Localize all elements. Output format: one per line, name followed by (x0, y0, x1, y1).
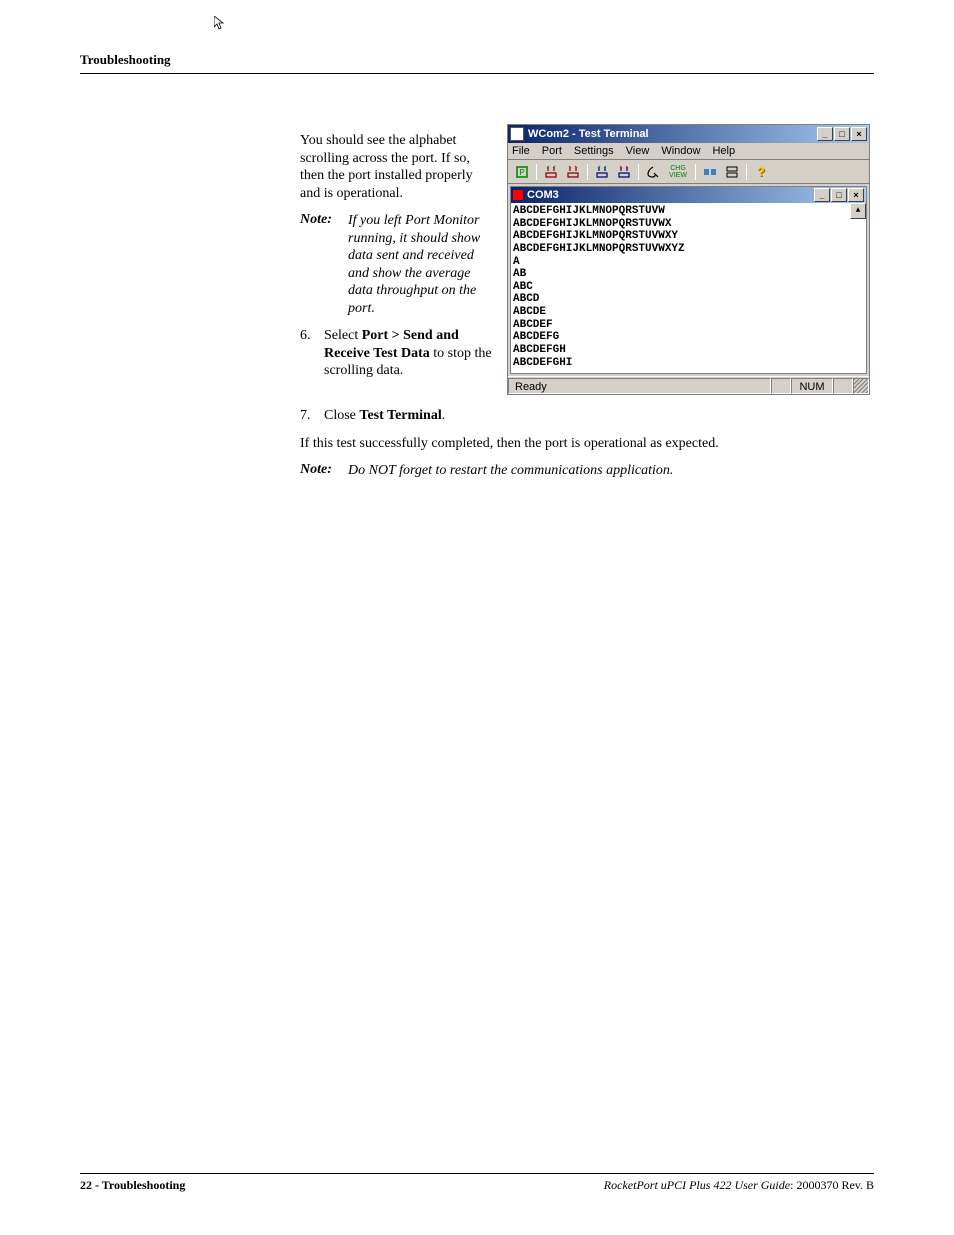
note-text: If you left Port Monitor running, it sho… (348, 212, 495, 317)
menu-help[interactable]: Help (712, 145, 735, 157)
menu-file[interactable]: File (512, 145, 530, 157)
term-line-11: ABCDEFGH (513, 344, 864, 357)
header-section: Troubleshooting (80, 52, 171, 67)
inner-com-window: COM3 _ □ × ▲ ABCDEFGHIJKLMNOPQRSTUVW ABC… (510, 186, 867, 374)
inner-title-text: COM3 (527, 189, 814, 201)
toolbar-sep-2 (587, 164, 588, 180)
footer-left: 22 - Troubleshooting (80, 1178, 185, 1193)
menu-view[interactable]: View (626, 145, 650, 157)
menubar: File Port Settings View Window Help (508, 143, 869, 160)
toolbar-btn-8[interactable] (700, 163, 720, 181)
term-line-0: ABCDEFGHIJKLMNOPQRSTUVW (513, 205, 864, 218)
intro-paragraph: You should see the alphabet scrolling ac… (300, 132, 495, 202)
success-paragraph: If this test successfully completed, the… (300, 435, 874, 453)
scroll-up-button[interactable]: ▲ (850, 203, 866, 219)
toolbar-sep-4 (695, 164, 696, 180)
note-block-2: Note: Do NOT forget to restart the commu… (300, 462, 874, 480)
menu-window[interactable]: Window (661, 145, 700, 157)
note-block-1: Note: If you left Port Monitor running, … (300, 212, 495, 317)
status-num: NUM (791, 378, 833, 394)
inner-minimize-button[interactable]: _ (814, 188, 830, 202)
text-column: You should see the alphabet scrolling ac… (300, 124, 495, 390)
step7-bold: Test Terminal (359, 408, 441, 423)
menu-settings[interactable]: Settings (574, 145, 614, 157)
inner-titlebar: COM3 _ □ × (511, 187, 866, 203)
step-7-body: Close Test Terminal. (324, 407, 445, 425)
toolbar-btn-6[interactable] (643, 163, 663, 181)
term-line-8: ABCDE (513, 306, 864, 319)
toolbar-btn-9[interactable] (722, 163, 742, 181)
term-line-12: ABCDEFGHI (513, 357, 864, 370)
footer-rev: : 2000370 Rev. B (790, 1178, 874, 1192)
term-line-9: ABCDEF (513, 319, 864, 332)
note2-label: Note: (300, 462, 348, 480)
step-6: 6. Select Port > Send and Receive Test D… (300, 327, 495, 380)
step-6-body: Select Port > Send and Receive Test Data… (324, 327, 495, 380)
toolbar-btn-5[interactable] (614, 163, 634, 181)
terminal-output: ▲ ABCDEFGHIJKLMNOPQRSTUVW ABCDEFGHIJKLMN… (511, 203, 866, 373)
step6-pre: Select (324, 328, 362, 343)
svg-text:P: P (519, 168, 524, 177)
term-line-10: ABCDEFG (513, 331, 864, 344)
toolbar-btn-4[interactable] (592, 163, 612, 181)
inner-window-controls: _ □ × (814, 188, 864, 202)
com-icon (513, 190, 523, 200)
status-blank2 (833, 378, 853, 394)
menu-port[interactable]: Port (542, 145, 562, 157)
content-row: You should see the alphabet scrolling ac… (80, 124, 874, 395)
status-blank (771, 378, 791, 394)
below-text: 7. Close Test Terminal. If this test suc… (300, 407, 874, 480)
step7-post: . (442, 408, 446, 423)
titlebar: WCom2 - Test Terminal _ □ × (508, 125, 869, 143)
close-button[interactable]: × (851, 127, 867, 141)
outer-window: WCom2 - Test Terminal _ □ × File Port Se… (507, 124, 870, 395)
inner-close-button[interactable]: × (848, 188, 864, 202)
term-line-3: ABCDEFGHIJKLMNOPQRSTUVWXYZ (513, 243, 864, 256)
page-header: Troubleshooting (80, 52, 874, 74)
footer-right: RocketPort uPCI Plus 422 User Guide: 200… (604, 1178, 874, 1193)
toolbar-btn-7[interactable]: CHGVIEW (665, 163, 691, 181)
step-7-number: 7. (300, 407, 324, 425)
terminal-screenshot: WCom2 - Test Terminal _ □ × File Port Se… (507, 124, 870, 395)
term-line-5: AB (513, 268, 864, 281)
toolbar-btn-1[interactable]: P (512, 163, 532, 181)
window-controls: _ □ × (817, 127, 867, 141)
toolbar: P CHGVIEW ? (508, 160, 869, 184)
minimize-button[interactable]: _ (817, 127, 833, 141)
term-line-4: A (513, 256, 864, 269)
toolbar-help-button[interactable]: ? (751, 163, 771, 181)
maximize-button[interactable]: □ (834, 127, 850, 141)
window-title: WCom2 - Test Terminal (528, 128, 817, 140)
term-line-2: ABCDEFGHIJKLMNOPQRSTUVWXY (513, 230, 864, 243)
toolbar-btn-3[interactable] (563, 163, 583, 181)
term-line-7: ABCD (513, 293, 864, 306)
status-ready: Ready (508, 378, 771, 394)
note2-text: Do NOT forget to restart the communicati… (348, 462, 673, 480)
cursor-icon (214, 16, 226, 32)
step-7: 7. Close Test Terminal. (300, 407, 874, 425)
term-line-6: ABC (513, 281, 864, 294)
app-icon (510, 127, 524, 141)
step-6-number: 6. (300, 327, 324, 380)
statusbar: Ready NUM (508, 376, 869, 394)
toolbar-btn-2[interactable] (541, 163, 561, 181)
inner-maximize-button[interactable]: □ (831, 188, 847, 202)
resize-grip[interactable] (853, 378, 869, 394)
toolbar-sep-5 (746, 164, 747, 180)
toolbar-sep-1 (536, 164, 537, 180)
toolbar-sep-3 (638, 164, 639, 180)
footer-guide: RocketPort uPCI Plus 422 User Guide (604, 1178, 790, 1192)
page-footer: 22 - Troubleshooting RocketPort uPCI Plu… (80, 1173, 874, 1193)
term-line-1: ABCDEFGHIJKLMNOPQRSTUVWX (513, 218, 864, 231)
step7-pre: Close (324, 408, 359, 423)
note-label: Note: (300, 212, 348, 317)
